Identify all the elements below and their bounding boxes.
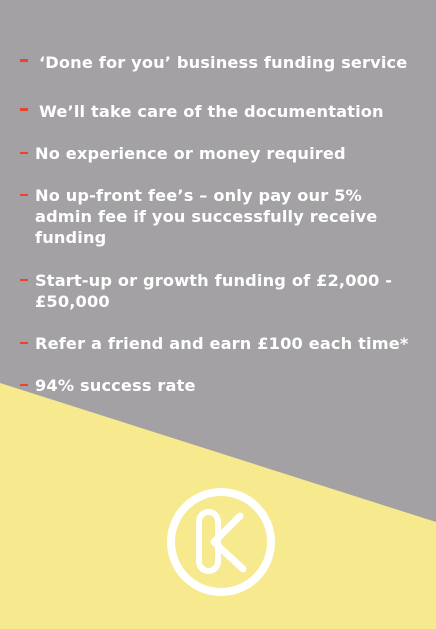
bullet-dash-icon xyxy=(20,279,28,281)
logo-ring xyxy=(167,488,275,596)
logo-k-arms xyxy=(210,512,247,573)
bullet-dash-icon xyxy=(20,152,28,154)
bullet-dash-icon xyxy=(20,108,28,111)
k-circle-logo-icon xyxy=(167,488,275,596)
feature-item: We’ll take care of the documentation xyxy=(20,101,420,122)
feature-text: We’ll take care of the documentation xyxy=(39,102,384,121)
feature-text: ‘Done for you’ business funding service xyxy=(39,53,408,72)
feature-item: 94% success rate xyxy=(20,375,420,396)
bullet-dash-icon xyxy=(20,194,28,196)
feature-item: No up-front fee’s – only pay our 5% admi… xyxy=(20,185,420,248)
feature-item: Refer a friend and earn £100 each time* xyxy=(20,333,420,354)
feature-item: No experience or money required xyxy=(20,143,420,164)
bullet-dash-icon xyxy=(20,59,28,62)
bullet-dash-icon xyxy=(20,342,28,344)
feature-text: No up-front fee’s – only pay our 5% admi… xyxy=(35,186,378,247)
feature-item: ‘Done for you’ business funding service xyxy=(20,52,420,73)
feature-text: 94% success rate xyxy=(35,376,196,395)
feature-text: Start-up or growth funding of £2,000 - £… xyxy=(35,271,393,311)
feature-item: Start-up or growth funding of £2,000 - £… xyxy=(20,270,420,312)
feature-text: No experience or money required xyxy=(35,144,346,163)
yellow-diagonal-panel xyxy=(0,383,436,629)
bullet-dash-icon xyxy=(20,384,28,386)
feature-text: Refer a friend and earn £100 each time* xyxy=(35,334,409,353)
